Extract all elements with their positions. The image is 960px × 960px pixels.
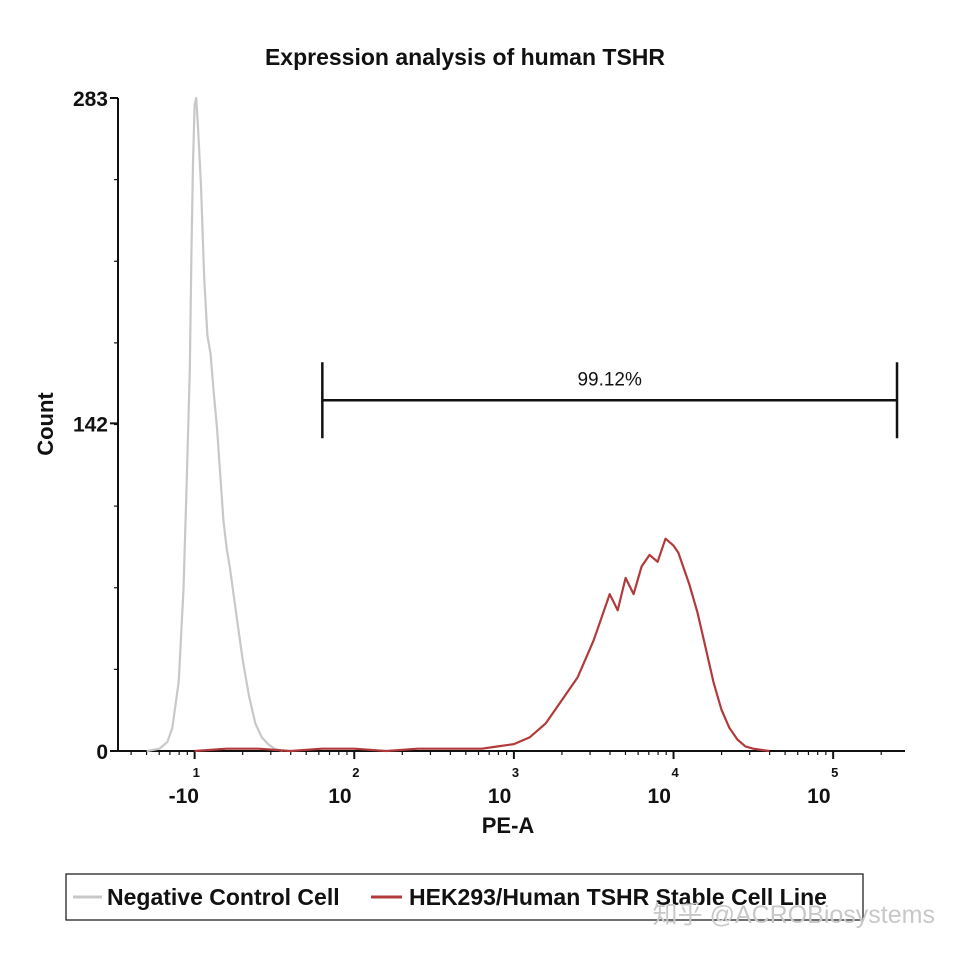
series-hek293-tshr bbox=[194, 537, 770, 753]
chart-title: Expression analysis of human TSHR bbox=[265, 44, 665, 70]
y-tick-label: 283 bbox=[73, 88, 108, 111]
y-ticks: 0 142 283 bbox=[73, 88, 118, 764]
y-tick-label: 0 bbox=[96, 741, 108, 764]
x-minor-ticks bbox=[130, 751, 882, 755]
x-tick-label-base: 10 bbox=[648, 785, 671, 808]
legend: Negative Control Cell HEK293/Human TSHR … bbox=[65, 873, 864, 921]
x-tick-label-base: 10 bbox=[807, 785, 830, 808]
x-tick-label-exponent: 5 bbox=[831, 765, 838, 780]
series-layer bbox=[146, 96, 770, 753]
x-tick-label-exponent: 4 bbox=[672, 765, 680, 780]
legend-label-hek293-tshr: HEK293/Human TSHR Stable Cell Line bbox=[409, 884, 827, 910]
x-tick-label-exponent: 1 bbox=[193, 765, 200, 780]
watermark: 知乎 @ACROBiosystems bbox=[653, 901, 935, 929]
x-tick-label-base: 10 bbox=[328, 785, 351, 808]
legend-frame bbox=[65, 873, 864, 921]
x-tick-label-base: -10 bbox=[169, 785, 199, 808]
y-axis: 0 142 283 bbox=[73, 88, 119, 764]
gate-label: 99.12% bbox=[577, 369, 642, 390]
legend-label-negative-control: Negative Control Cell bbox=[107, 884, 340, 910]
x-tick-label-base: 10 bbox=[488, 785, 511, 808]
y-tick-label: 142 bbox=[73, 413, 108, 436]
gate: 99.12% bbox=[321, 362, 899, 439]
x-tick-label-exponent: 3 bbox=[512, 765, 519, 780]
series-negative-control bbox=[146, 96, 283, 753]
x-tick-label-exponent: 2 bbox=[352, 765, 359, 780]
x-axis-label: PE-A bbox=[482, 813, 535, 838]
y-minor-ticks bbox=[114, 179, 118, 670]
y-axis-label: Count bbox=[33, 392, 58, 456]
